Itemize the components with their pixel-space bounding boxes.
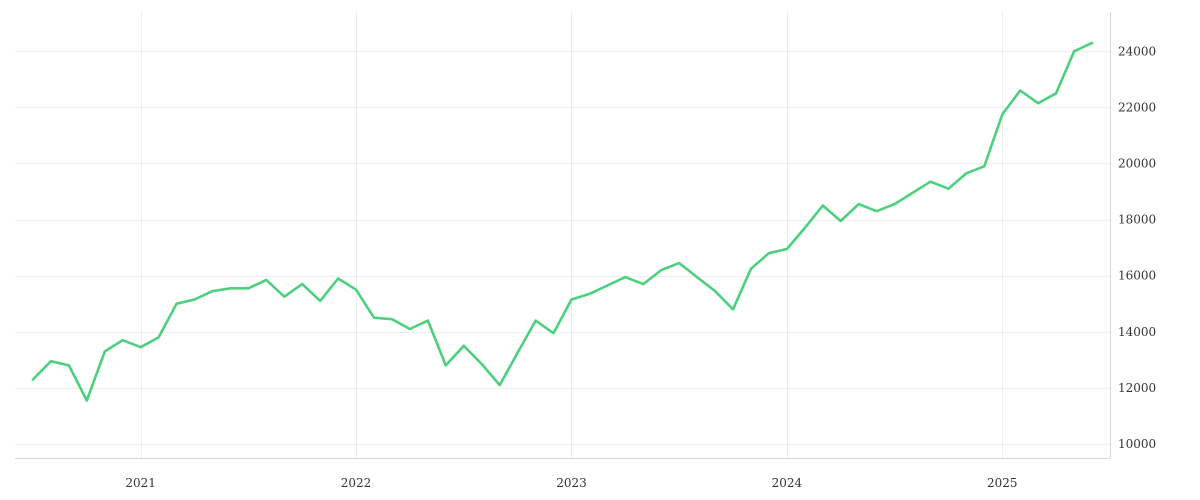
x-tick-label: 2025 <box>987 476 1018 490</box>
y-tick-label: 20000 <box>1118 156 1156 170</box>
x-tick-label: 2023 <box>556 476 587 490</box>
y-tick-label: 14000 <box>1118 325 1156 339</box>
y-tick-label: 22000 <box>1118 100 1156 114</box>
x-tick-label: 2022 <box>341 476 372 490</box>
series-line <box>31 41 1094 402</box>
y-tick-label: 16000 <box>1118 269 1156 283</box>
y-tick-label: 12000 <box>1118 381 1156 395</box>
y-tick-label: 18000 <box>1118 213 1156 227</box>
y-tick-label: 24000 <box>1118 44 1156 58</box>
x-tick-label: 2021 <box>125 476 156 490</box>
y-tick-label: 10000 <box>1118 437 1156 451</box>
x-tick-label: 2024 <box>772 476 803 490</box>
